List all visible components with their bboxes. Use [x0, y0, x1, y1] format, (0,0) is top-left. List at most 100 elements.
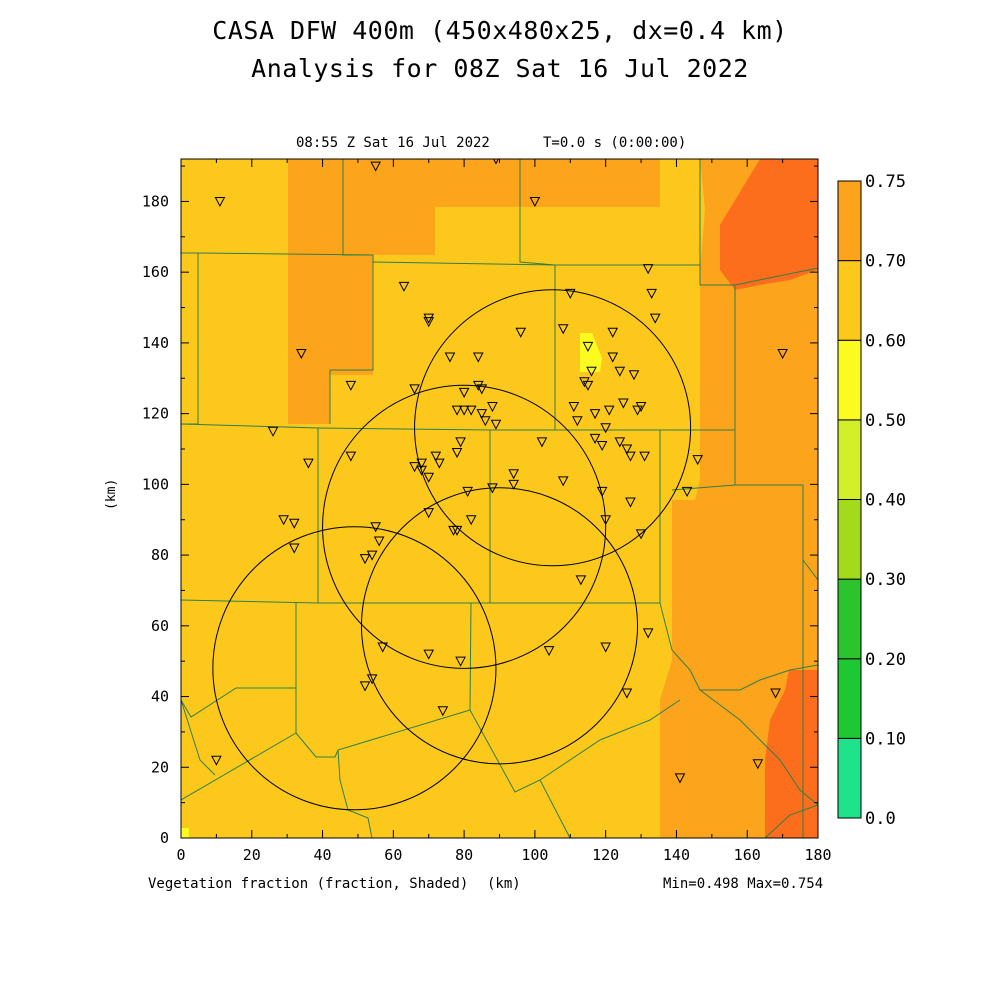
station-marker — [409, 462, 420, 473]
station-marker — [543, 646, 555, 657]
station-marker — [430, 451, 442, 462]
colorbar-label: 0.10 — [865, 729, 906, 749]
county-line — [764, 804, 818, 838]
x-tick-label: 120 — [592, 846, 619, 864]
county-line — [181, 699, 216, 776]
county-line — [181, 423, 319, 604]
station-marker — [377, 642, 389, 653]
colorbar-label: 0.40 — [865, 491, 906, 511]
station-marker — [472, 352, 484, 363]
station-marker — [614, 366, 626, 377]
station-marker — [423, 472, 435, 483]
station-marker — [589, 433, 601, 444]
station-marker — [618, 398, 629, 409]
station-marker — [600, 515, 611, 526]
station-marker — [625, 497, 636, 508]
station-marker — [607, 327, 619, 338]
station-marker — [472, 380, 484, 391]
station-marker — [586, 366, 597, 377]
radar-ring-4 — [212, 526, 497, 811]
station-marker — [635, 402, 647, 413]
county-line — [372, 261, 556, 266]
station-marker — [575, 575, 587, 586]
radar-ring-2 — [322, 384, 607, 669]
station-marker — [455, 656, 466, 667]
y-tick-label: 100 — [142, 475, 169, 493]
county-line — [734, 430, 804, 838]
y-tick-label: 140 — [142, 334, 169, 352]
x-tick-label: 160 — [734, 846, 761, 864]
station-marker — [288, 518, 300, 529]
county-line — [181, 603, 297, 718]
county-line — [469, 602, 472, 711]
station-marker — [596, 486, 608, 497]
colorbar-segment — [837, 658, 862, 739]
y-axis: 0 20 40 60 80 100 120 140 160 180 — [142, 165, 818, 847]
field-region-east-box — [672, 500, 818, 670]
station-marker — [674, 773, 686, 784]
station-marker — [458, 387, 470, 398]
simulation-time-label: T=0.0 s (0:00:00) — [543, 135, 687, 151]
station-marker — [462, 486, 473, 497]
colorbar-label: 0.50 — [865, 411, 906, 431]
station-marker — [416, 465, 427, 476]
x-tick-label: 0 — [176, 846, 185, 864]
county-line — [197, 252, 374, 256]
station-marker — [423, 317, 435, 328]
colorbar-label: 0.70 — [865, 252, 906, 272]
station-marker — [278, 515, 289, 526]
station-marker — [373, 536, 385, 547]
station-marker — [434, 458, 445, 469]
field-region-southeast-dark — [765, 650, 818, 838]
station-marker — [359, 554, 371, 565]
colorbar-segment — [837, 260, 862, 341]
station-marker — [508, 479, 519, 490]
station-marker — [295, 349, 307, 360]
station-marker — [777, 349, 788, 360]
station-marker — [632, 405, 643, 416]
station-marker — [770, 688, 781, 699]
field-region-northeast-dark — [720, 159, 818, 290]
station-marker — [345, 451, 357, 462]
colorbar-segment — [837, 737, 862, 819]
county-line — [659, 602, 818, 691]
station-marker — [455, 437, 466, 448]
x-tick-label: 80 — [455, 846, 473, 864]
station-marker — [214, 196, 226, 208]
station-marker — [476, 384, 488, 395]
county-line — [802, 559, 818, 581]
station-marker — [692, 455, 704, 466]
min-max-label: Min=0.498 Max=0.754 — [663, 876, 824, 892]
station-marker — [752, 759, 764, 770]
station-marker — [681, 486, 693, 497]
station-marker — [603, 405, 615, 416]
station-marker — [398, 281, 410, 292]
station-marker — [596, 440, 608, 452]
station-marker — [476, 409, 488, 420]
y-tick-label: 180 — [142, 192, 169, 210]
station-marker — [370, 161, 381, 172]
colorbar-label: 0.30 — [865, 570, 906, 590]
county-line — [539, 779, 571, 838]
station-marker — [451, 448, 463, 459]
station-marker — [370, 522, 381, 533]
colorbar-label: 0.75 — [865, 172, 906, 192]
station-marker — [458, 405, 470, 416]
station-marker — [366, 550, 378, 561]
station-marker — [536, 437, 548, 448]
station-marker — [480, 416, 491, 427]
station-marker — [508, 469, 519, 480]
station-marker — [635, 529, 647, 540]
county-line — [699, 689, 818, 806]
y-tick-label: 0 — [160, 829, 169, 847]
colorbar: 0.0 0.10 0.20 0.30 0.40 0.50 0.60 0.70 0.75 — [837, 172, 906, 829]
x-tick-label: 100 — [521, 846, 548, 864]
station-marker — [614, 437, 626, 448]
station-marker — [465, 515, 477, 526]
station-marker — [288, 543, 300, 554]
y-tick-label: 160 — [142, 263, 169, 281]
station-marker — [582, 380, 594, 391]
station-marker — [564, 288, 576, 299]
station-marker — [642, 628, 654, 639]
